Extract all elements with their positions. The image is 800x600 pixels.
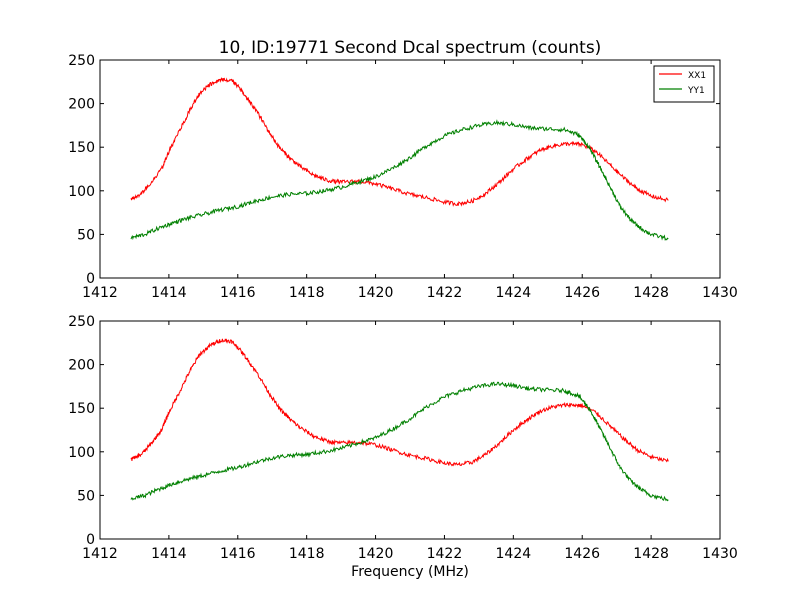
x-tick-label: 1430 xyxy=(702,285,738,301)
x-tick-label: 1428 xyxy=(633,546,669,562)
plot-frame xyxy=(99,59,721,279)
x-tick-label: 1420 xyxy=(358,285,394,301)
x-tick-label: 1414 xyxy=(151,285,187,301)
subplot-1: 1412 1414 1416 1418 1420 1422 1424 1426 1428 1430… xyxy=(68,53,738,301)
y-tick-label: 100 xyxy=(68,445,95,461)
y-tick-label: 100 xyxy=(68,184,95,200)
y-tick-label: 200 xyxy=(68,358,95,374)
legend-label-xx1: XX1 xyxy=(688,71,706,81)
x-tick-label: 1412 xyxy=(82,285,118,301)
series-line-xx1 xyxy=(130,77,669,207)
legend-box xyxy=(653,65,715,103)
y-tick-label: 250 xyxy=(68,53,95,69)
y-tick-label: 200 xyxy=(68,97,95,113)
series-line-yy1 xyxy=(130,119,669,241)
y-tick-label: 150 xyxy=(68,401,95,417)
y-tick-label: 50 xyxy=(77,227,95,243)
legend-label-yy1: YY1 xyxy=(687,86,705,96)
y-tick-label: 0 xyxy=(86,532,95,548)
subplot-2: 1412 1414 1416 1418 1420 1422 1424 1426 1428 1430… xyxy=(68,314,738,562)
legend: XX1 YY1 xyxy=(653,65,715,103)
x-tick-label: 1426 xyxy=(564,546,600,562)
y-tick-label: 0 xyxy=(86,271,95,287)
chart-title: 10, ID:19771 Second Dcal spectrum (count… xyxy=(219,38,602,58)
plots: 1412 1414 1416 1418 1420 1422 1424 1426 1428 1430… xyxy=(68,53,738,562)
x-tick-label: 1420 xyxy=(358,546,394,562)
x-tick-label: 1416 xyxy=(220,285,256,301)
x-tick-label: 1424 xyxy=(496,546,532,562)
x-tick-label: 1418 xyxy=(289,546,325,562)
x-tick-label: 1422 xyxy=(427,546,463,562)
y-tick-label: 250 xyxy=(68,314,95,330)
series-line-series-2 xyxy=(130,381,669,502)
y-tick-label: 150 xyxy=(68,140,95,156)
x-tick-label: 1422 xyxy=(427,285,463,301)
x-tick-label: 1412 xyxy=(82,546,118,562)
x-tick-label: 1416 xyxy=(220,546,256,562)
x-axis-label: Frequency (MHz) xyxy=(351,564,469,580)
y-tick-label: 50 xyxy=(77,488,95,504)
x-tick-label: 1424 xyxy=(496,285,532,301)
x-tick-label: 1430 xyxy=(702,546,738,562)
x-tick-label: 1428 xyxy=(633,285,669,301)
x-tick-label: 1418 xyxy=(289,285,325,301)
x-tick-label: 1426 xyxy=(564,285,600,301)
x-tick-label: 1414 xyxy=(151,546,187,562)
plot-frame xyxy=(99,320,721,540)
